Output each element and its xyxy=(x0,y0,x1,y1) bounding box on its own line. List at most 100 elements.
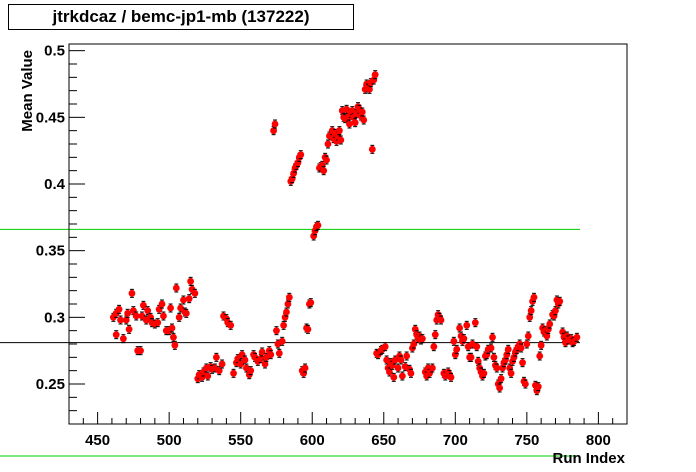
data-point xyxy=(336,126,343,136)
data-point xyxy=(267,350,275,360)
x-axis: 450 500 550 600 650 700 750 800 xyxy=(82,412,628,449)
data-point xyxy=(463,320,471,330)
data-point xyxy=(168,323,176,333)
data-point xyxy=(132,311,140,321)
data-point xyxy=(346,119,353,129)
data-point xyxy=(371,70,379,80)
data-point xyxy=(314,220,322,230)
data-point xyxy=(191,288,199,298)
data-point xyxy=(304,324,312,334)
data-point xyxy=(398,371,406,381)
y-tick-label: 0.45 xyxy=(36,109,65,126)
data-point xyxy=(480,368,488,378)
data-point xyxy=(137,346,144,356)
data-point xyxy=(301,363,309,373)
x-tick-label: 450 xyxy=(85,432,110,449)
data-point xyxy=(530,292,538,302)
x-tick-label: 600 xyxy=(300,432,325,449)
data-point xyxy=(429,363,436,373)
data-point xyxy=(397,355,405,365)
data-point xyxy=(447,372,455,382)
data-point xyxy=(368,144,376,154)
data-point xyxy=(227,320,235,330)
data-point xyxy=(140,300,147,310)
data-point xyxy=(522,379,529,389)
data-point xyxy=(453,344,461,354)
data-point xyxy=(524,331,532,341)
data-point xyxy=(182,308,190,318)
data-point xyxy=(125,324,133,334)
data-point xyxy=(271,119,279,129)
data-point xyxy=(546,319,554,329)
data-point xyxy=(278,336,286,346)
plot-frame xyxy=(68,43,628,425)
data-point xyxy=(497,374,505,384)
data-point xyxy=(403,351,411,361)
data-point xyxy=(573,332,581,342)
x-tick-label: 550 xyxy=(228,432,253,449)
data-point xyxy=(473,342,481,352)
data-point xyxy=(496,383,504,393)
data-point xyxy=(324,139,332,149)
data-point xyxy=(215,366,223,376)
data-point xyxy=(487,343,495,353)
data-point xyxy=(204,371,212,381)
data-point xyxy=(175,312,183,322)
data-point xyxy=(167,303,174,313)
data-point xyxy=(386,367,393,377)
data-points xyxy=(109,70,581,396)
y-tick-label: 0.5 xyxy=(44,43,65,60)
data-point xyxy=(115,304,123,314)
data-point xyxy=(489,332,496,342)
data-point xyxy=(527,306,535,316)
data-point xyxy=(273,326,280,336)
data-point xyxy=(471,318,479,328)
data-point xyxy=(247,366,255,376)
data-point xyxy=(230,368,237,378)
data-point xyxy=(280,320,288,330)
data-point xyxy=(180,295,187,305)
data-point xyxy=(297,150,305,160)
data-point xyxy=(171,340,179,350)
x-tick-label: 700 xyxy=(443,432,468,449)
x-axis-label: Run Index xyxy=(552,450,625,467)
y-tick-label: 0.25 xyxy=(36,376,65,393)
y-tick-label: 0.3 xyxy=(44,309,65,326)
data-point xyxy=(517,343,525,353)
data-point xyxy=(493,363,501,373)
x-tick-label: 750 xyxy=(514,432,539,449)
data-point xyxy=(467,352,475,362)
data-point xyxy=(556,296,564,306)
y-axis-label: Mean Value xyxy=(19,50,36,132)
data-point xyxy=(117,315,124,325)
data-point xyxy=(154,318,162,328)
title-box: jtrkdcaz / bemc-jp1-mb (137222) xyxy=(8,4,354,30)
data-point xyxy=(450,336,458,346)
data-point xyxy=(323,155,330,165)
data-point xyxy=(390,372,398,382)
data-point xyxy=(212,352,220,362)
data-point xyxy=(160,311,167,321)
data-point xyxy=(519,358,526,368)
y-tick-label: 0.4 xyxy=(44,176,66,193)
data-point xyxy=(431,330,439,340)
x-tick-label: 650 xyxy=(371,432,396,449)
data-point xyxy=(437,315,445,325)
data-point xyxy=(490,352,498,362)
x-tick-label: 500 xyxy=(157,432,182,449)
data-point xyxy=(128,288,136,298)
data-point xyxy=(504,344,512,354)
data-point xyxy=(543,331,551,341)
data-point xyxy=(144,306,152,316)
data-point xyxy=(360,115,368,125)
y-tick-label: 0.35 xyxy=(36,243,65,260)
data-point xyxy=(537,340,545,350)
data-point xyxy=(307,298,315,308)
x-tick-label: 800 xyxy=(586,432,611,449)
data-point xyxy=(419,334,426,344)
data-point xyxy=(394,363,402,373)
data-point xyxy=(112,330,120,340)
data-point xyxy=(275,348,283,358)
data-point xyxy=(534,382,542,392)
y-axis: 0.25 0.3 0.35 0.4 0.45 0.5 xyxy=(36,43,85,412)
